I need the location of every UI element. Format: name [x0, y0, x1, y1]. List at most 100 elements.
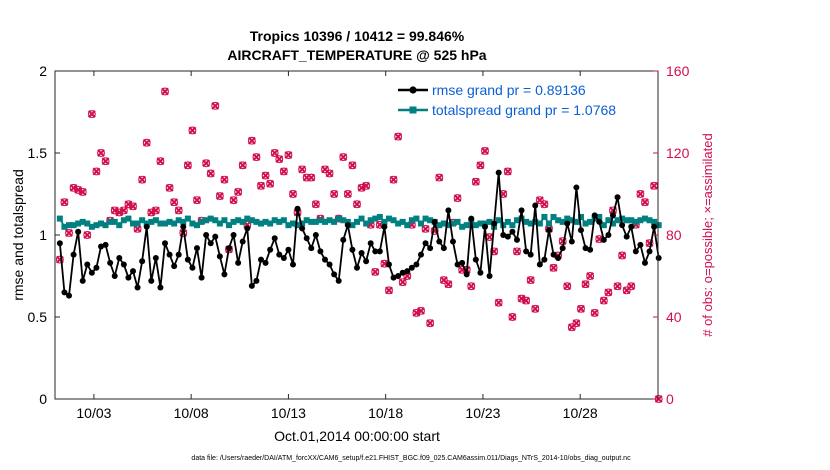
obs-assimilated-point: [531, 304, 540, 313]
y2-axis-label: # of obs: o=possible; ×=assimilated: [700, 133, 715, 336]
rmse-point: [417, 251, 424, 258]
rmse-point: [335, 277, 342, 284]
rmse-point: [193, 245, 200, 252]
rmse-point: [532, 202, 539, 209]
totalspread-point: [596, 213, 603, 220]
obs-possible-point: [476, 161, 485, 170]
obs-possible-point: [311, 200, 320, 209]
rmse-point: [308, 245, 315, 252]
obs-assimilated-point: [426, 319, 435, 328]
rmse-point: [171, 263, 178, 270]
chart-title: Tropics 10396 / 10412 = 99.846%: [250, 28, 465, 44]
rmse-point: [61, 289, 68, 296]
rmse-point: [385, 261, 392, 268]
obs-assimilated-point: [641, 198, 649, 207]
totalspread-point: [449, 220, 456, 227]
obs-possible-point: [183, 161, 192, 170]
legend: rmse grand pr = 0.89136 totalspread gran…: [393, 77, 652, 121]
rmse-point: [321, 256, 328, 263]
obs-possible-point: [572, 319, 581, 328]
totalspread-point: [619, 215, 626, 222]
rmse-point: [587, 246, 594, 253]
obs-assimilated-point: [348, 161, 357, 170]
rmse-point: [253, 277, 260, 284]
obs-possible-point: [266, 179, 275, 188]
rmse-point: [75, 228, 82, 235]
totalspread-point: [335, 215, 342, 222]
plot-area: [55, 71, 658, 399]
totalspread-point: [372, 215, 379, 222]
obs-possible-point: [430, 226, 439, 235]
totalspread-point: [646, 217, 653, 224]
totalspread-point: [285, 222, 292, 229]
obs-possible-point: [101, 157, 110, 166]
obs-assimilated-point: [215, 192, 224, 200]
totalspread-point: [463, 222, 470, 229]
obs-assimilated-point: [654, 395, 663, 403]
totalspread-point: [532, 218, 539, 225]
obs-possible-point: [83, 231, 92, 239]
rmse-point: [513, 236, 520, 243]
rmse-point: [230, 232, 237, 238]
rmse-point: [225, 245, 232, 252]
rmse-point: [431, 218, 438, 225]
totalspread-point: [193, 222, 200, 229]
totalspread-point: [175, 217, 182, 224]
totalspread-point: [545, 220, 552, 227]
obs-possible-point: [494, 298, 503, 307]
obs-assimilated-point: [261, 171, 270, 180]
obs-possible-point: [238, 161, 247, 170]
obs-assimilated-point: [193, 196, 201, 205]
legend-box: [393, 77, 652, 121]
obs-possible-point: [421, 224, 430, 233]
obs-possible-point: [394, 132, 403, 141]
rmse-point: [139, 258, 146, 265]
y-tick-label: 1: [39, 227, 47, 243]
rmse-point: [303, 235, 310, 242]
totalspread-point: [79, 218, 86, 225]
obs-assimilated-point: [421, 224, 430, 233]
obs-assimilated-point: [206, 169, 215, 178]
totalspread-point: [312, 218, 319, 225]
obs-possible-point: [636, 190, 645, 198]
obs-possible-point: [325, 169, 334, 178]
rmse-point: [390, 274, 397, 281]
rmse-point: [216, 253, 223, 260]
obs-possible-point: [641, 198, 649, 207]
rmse-point: [367, 240, 374, 247]
obs-assimilated-point: [471, 177, 480, 186]
totalspread-point: [358, 215, 365, 222]
obs-assimilated-point: [165, 183, 174, 192]
totalspread-point: [564, 215, 571, 222]
rmse-point: [152, 254, 159, 261]
obs-assimilated-point: [398, 278, 407, 287]
totalspread-point: [107, 218, 114, 225]
rmse-point: [445, 207, 452, 214]
obs-assimilated-point: [97, 149, 105, 157]
obs-possible-point: [339, 153, 348, 162]
obs-assimilated-point: [476, 161, 485, 170]
rmse-point: [413, 261, 420, 268]
obs-possible-point: [604, 288, 613, 297]
x-tick-label: 10/08: [174, 405, 209, 421]
rmse-point: [267, 246, 274, 253]
totalspread-point: [349, 222, 356, 229]
rmse-point: [422, 240, 429, 247]
rmse-point: [84, 261, 91, 268]
obs-possible-point: [453, 194, 462, 203]
totalspread-point: [98, 220, 105, 227]
obs-assimilated-point: [577, 304, 585, 313]
rmse-point: [262, 259, 269, 266]
obs-possible-point: [60, 198, 69, 207]
rmse-point: [523, 248, 530, 255]
rmse-point: [632, 248, 639, 255]
rmse-point: [276, 251, 283, 258]
y2-tick-label: 80: [666, 227, 682, 243]
rmse-point: [641, 259, 648, 266]
obs-possible-point: [563, 282, 572, 291]
obs-assimilated-point: [138, 175, 147, 184]
rmse-point: [518, 207, 525, 214]
obs-assimilated-point: [417, 306, 425, 315]
obs-assimilated-point: [325, 169, 334, 178]
obs-possible-point: [188, 126, 197, 135]
